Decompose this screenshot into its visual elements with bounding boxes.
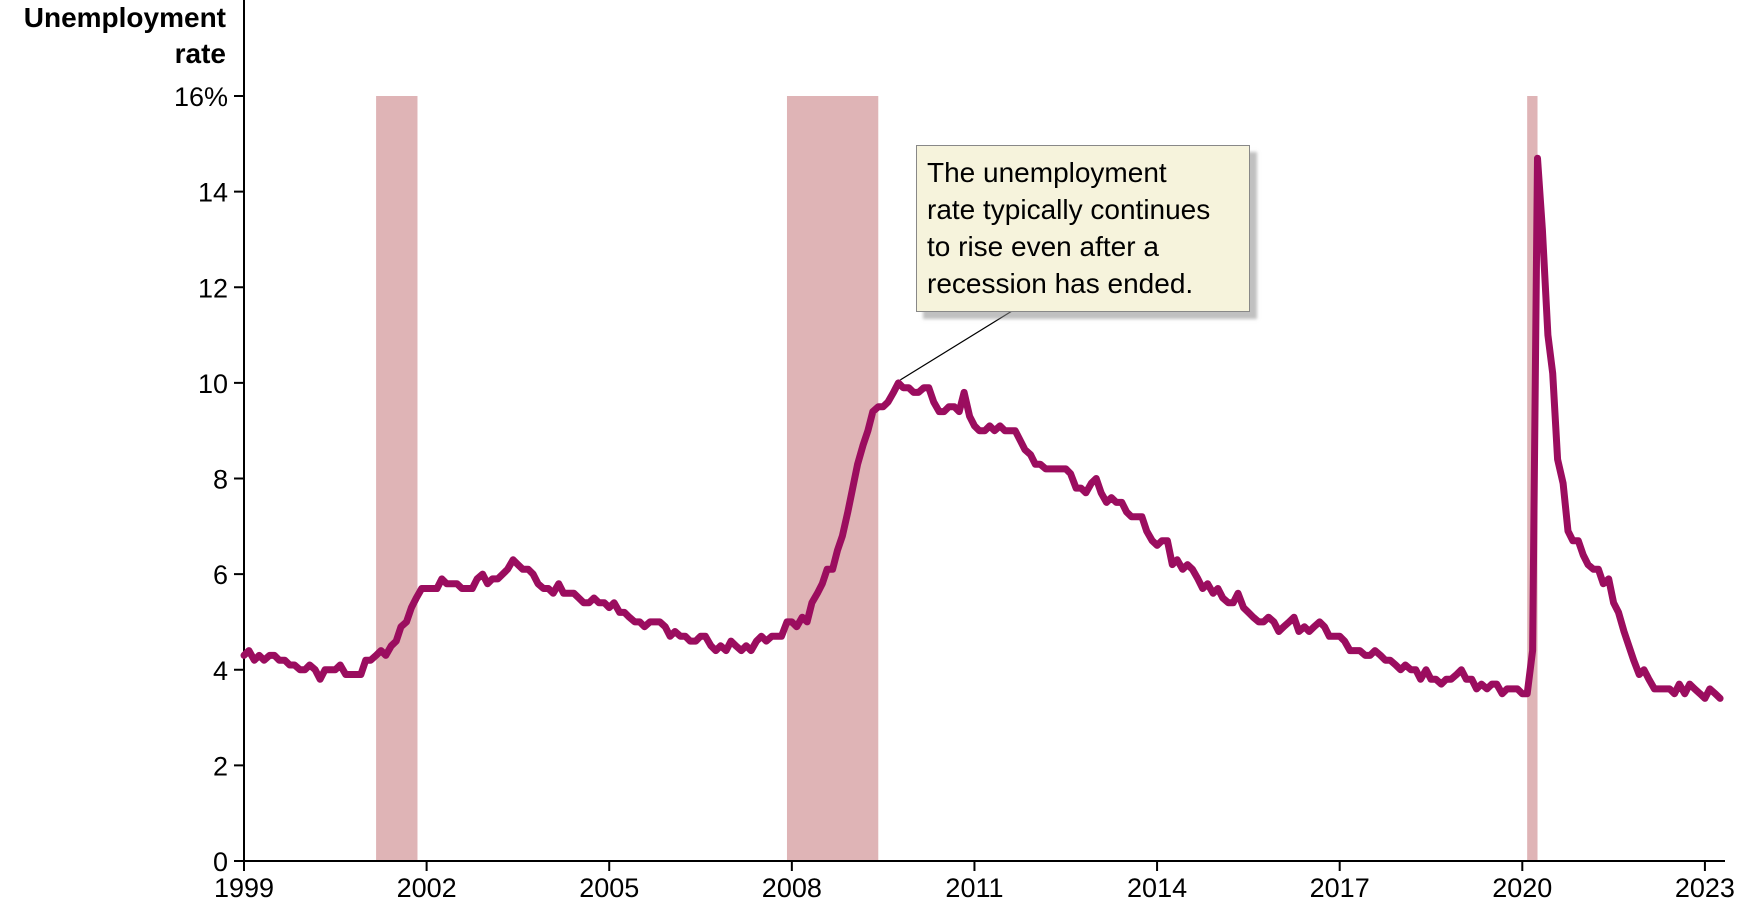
- y-axis-label-line-1: Unemployment: [24, 2, 226, 33]
- unemployment-rate-line: [240, 154, 1724, 702]
- y-tick-label-16: 16%: [174, 82, 228, 112]
- annotation-callout: The unemployment rate typically continue…: [916, 145, 1250, 312]
- recession-band-2: [786, 96, 879, 861]
- y-tick-label-10: 10: [198, 369, 228, 399]
- y-tick-label-4: 4: [213, 656, 228, 686]
- callout-line-4: recession has ended.: [927, 268, 1194, 299]
- y-tick-label-2: 2: [213, 751, 228, 781]
- y-tick-label-0: 0: [213, 847, 228, 877]
- x-tick-label-2014: 2014: [1127, 873, 1187, 903]
- x-tick-label-2023: 2023: [1675, 873, 1735, 903]
- callout-pointer-line: [900, 310, 1013, 381]
- y-tick-label-12: 12: [198, 273, 228, 303]
- axes: 0 2 4 6 8 10 12 14 16% 1999 2002 2005 2008 2011 2014 20…: [174, 0, 1735, 903]
- x-tick-label-2017: 2017: [1310, 873, 1370, 903]
- recession-band-1: [376, 96, 418, 861]
- callout-line-2: rate typically continues: [927, 194, 1211, 225]
- y-axis-label-line-2: rate: [175, 38, 226, 69]
- x-tick-label-2011: 2011: [945, 873, 1003, 903]
- y-tick-label-6: 6: [213, 560, 228, 590]
- callout-line-3: to rise even after a: [927, 231, 1159, 262]
- y-tick-label-8: 8: [213, 465, 228, 495]
- x-tick-label-2002: 2002: [397, 873, 457, 903]
- x-tick-label-2020: 2020: [1492, 873, 1552, 903]
- series-layer: [240, 154, 1724, 702]
- y-tick-label-14: 14: [198, 178, 228, 208]
- x-tick-label-2008: 2008: [762, 873, 822, 903]
- x-tick-label-1999: 1999: [214, 873, 274, 903]
- x-tick-label-2005: 2005: [579, 873, 639, 903]
- callout-line-1: The unemployment: [927, 157, 1167, 188]
